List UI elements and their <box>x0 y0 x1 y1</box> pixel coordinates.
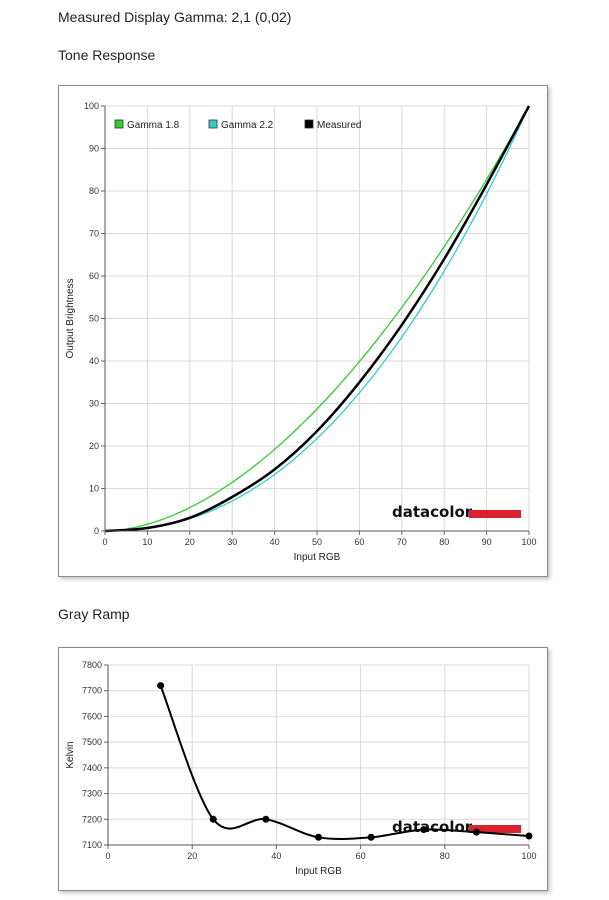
gray-ramp-heading: Gray Ramp <box>58 606 130 622</box>
x-tick-label: 40 <box>270 537 280 547</box>
tone-legend: Gamma 1.8 Gamma 2.2 Measured <box>114 119 361 131</box>
y-tick-label: 50 <box>89 314 99 324</box>
series-line <box>159 685 530 840</box>
y-axis-title: Output Brightness <box>65 278 76 358</box>
y-tick-label: 7100 <box>82 840 102 850</box>
y-tick-label: 20 <box>89 441 99 451</box>
y-tick-label: 60 <box>89 271 99 281</box>
x-tick-label: 90 <box>482 537 492 547</box>
y-tick-label: 7500 <box>82 737 102 747</box>
x-tick-label: 0 <box>105 851 110 861</box>
data-point <box>472 828 480 836</box>
x-tick-label: 30 <box>227 537 237 547</box>
tone-response-chart: Gamma 1.8 Gamma 2.2 Measured datacolor 0 10… <box>58 85 548 577</box>
data-point <box>315 833 322 841</box>
data-point <box>420 826 428 834</box>
x-tick-label: 80 <box>440 851 450 861</box>
y-tick-label: 0 <box>94 526 99 536</box>
x-tick-label: 10 <box>142 537 152 547</box>
x-axis-title: Input RGB <box>295 866 342 877</box>
data-point <box>262 815 270 823</box>
gray-ramp-svg: datacolor 0 20 40 60 80 100 7100 7200 7300 7400 75… <box>65 660 537 877</box>
x-tick-label: 20 <box>185 537 195 547</box>
y-tick-label: 100 <box>84 101 99 111</box>
x-tick-label: 50 <box>312 537 322 547</box>
x-tick-label: 20 <box>187 851 197 861</box>
data-point <box>525 832 533 840</box>
legend-label: Gamma 1.8 <box>127 120 180 131</box>
y-axis-title: Kelvin <box>65 741 76 768</box>
series-line-3 <box>104 105 531 533</box>
legend-label: Gamma 2.2 <box>221 120 274 131</box>
gamma-heading: Measured Display Gamma: 2,1 (0,02) <box>58 9 292 25</box>
tone-axes: 0 10 20 30 40 50 60 70 80 90 100 0 10 20 30 40 50 60 70 80 9… <box>65 101 537 563</box>
logo-bar <box>469 825 521 833</box>
y-tick-label: 10 <box>89 484 99 494</box>
x-axis-title: Input RGB <box>294 552 341 563</box>
y-tick-label: 7700 <box>82 686 102 696</box>
legend-swatch <box>208 119 218 129</box>
y-tick-label: 40 <box>89 356 99 366</box>
logo-text: datacolor <box>392 503 473 521</box>
gray-series <box>157 682 533 841</box>
gray-ramp-chart: datacolor 0 20 40 60 80 100 7100 7200 7300 7400 75… <box>58 647 548 891</box>
y-tick-label: 7800 <box>82 660 102 670</box>
legend-swatch <box>114 119 124 129</box>
data-point <box>157 682 165 690</box>
tone-grid <box>104 105 530 532</box>
y-tick-label: 7200 <box>82 814 102 824</box>
x-tick-label: 0 <box>102 537 107 547</box>
data-point <box>209 815 217 823</box>
y-tick-label: 90 <box>89 144 99 154</box>
y-tick-label: 80 <box>89 186 99 196</box>
data-point <box>367 833 375 841</box>
logo-text: datacolor <box>392 818 473 836</box>
logo-bar <box>469 510 521 518</box>
y-tick-label: 7300 <box>82 789 102 799</box>
y-tick-label: 7400 <box>82 763 102 773</box>
tone-series <box>104 105 531 533</box>
x-tick-label: 60 <box>354 537 364 547</box>
gray-axes: 0 20 40 60 80 100 7100 7200 7300 7400 7500 7600 7700… <box>65 660 537 877</box>
y-tick-label: 7600 <box>82 711 102 721</box>
y-tick-label: 30 <box>89 399 99 409</box>
x-tick-label: 40 <box>271 851 281 861</box>
tone-response-heading: Tone Response <box>58 47 156 63</box>
series-line-1 <box>104 105 530 532</box>
legend-label: Measured <box>317 120 361 131</box>
datacolor-logo: datacolor <box>392 503 521 521</box>
x-tick-label: 100 <box>521 537 536 547</box>
legend-swatch <box>304 119 314 129</box>
y-tick-label: 70 <box>89 229 99 239</box>
x-tick-label: 60 <box>356 851 366 861</box>
x-tick-label: 80 <box>439 537 449 547</box>
x-tick-label: 70 <box>397 537 407 547</box>
tone-response-svg: Gamma 1.8 Gamma 2.2 Measured datacolor 0 10… <box>65 101 537 563</box>
x-tick-label: 100 <box>521 851 536 861</box>
